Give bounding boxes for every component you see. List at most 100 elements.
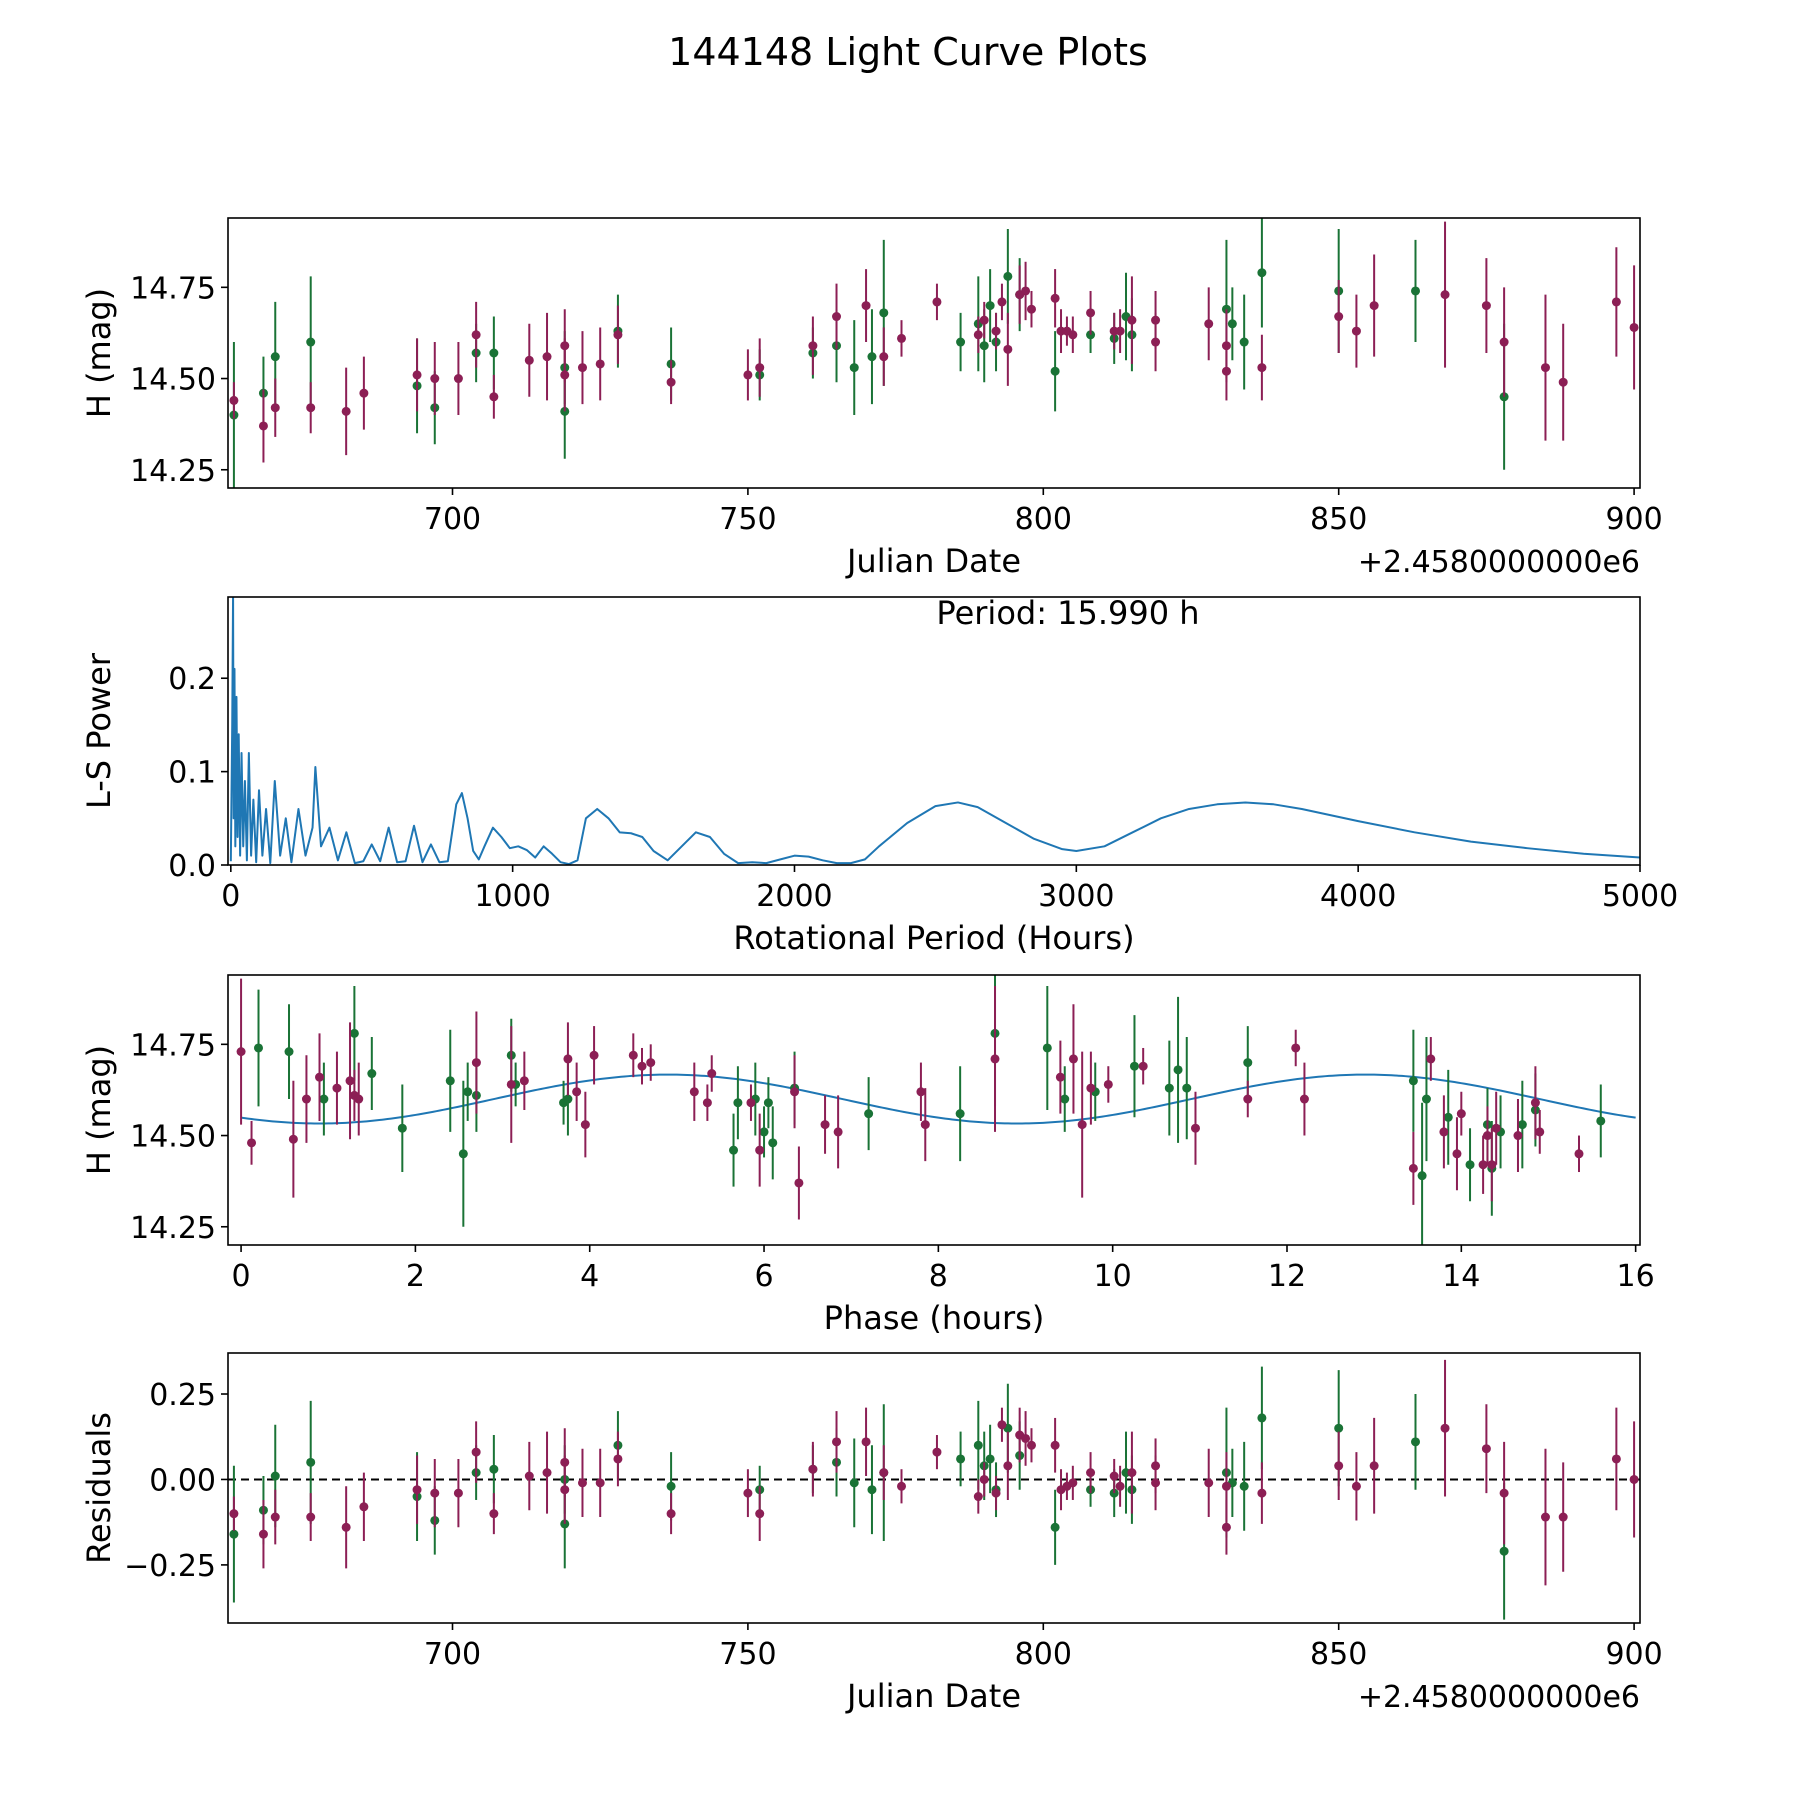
lightcurve-ylabel: H (mag) <box>80 288 118 418</box>
lightcurve-magenta-point <box>666 377 676 387</box>
phased-magenta-point <box>315 1072 325 1082</box>
residuals-magenta-point <box>1611 1454 1621 1464</box>
residuals-magenta-point <box>755 1509 765 1519</box>
lightcurve-green-point <box>879 308 889 318</box>
phased-magenta-point <box>1291 1043 1301 1053</box>
lightcurve-magenta-point <box>1369 301 1379 311</box>
phased-green-point <box>1417 1171 1427 1181</box>
residuals-magenta-point <box>1026 1440 1036 1450</box>
lightcurve-magenta-point <box>1127 315 1137 325</box>
phased-magenta-point <box>345 1076 355 1086</box>
lightcurve-plot-area <box>229 218 1639 488</box>
residuals-magenta-point <box>1050 1440 1060 1450</box>
phased-xtick-label: 4 <box>580 1259 599 1294</box>
phased-magenta-point <box>790 1087 800 1097</box>
phased-magenta-point <box>1535 1127 1545 1137</box>
residuals-panel: 700 750 800 850 900 −0.25 0.00 0.25 Julian Date R… <box>80 1352 1663 1715</box>
residuals-magenta-point <box>997 1420 1007 1430</box>
residuals-xtick-label: 750 <box>719 1637 776 1672</box>
phased-xtick-label: 2 <box>406 1259 425 1294</box>
phased-magenta-point <box>519 1076 529 1086</box>
residuals-magenta-point <box>1257 1488 1267 1498</box>
lightcurve-magenta-point <box>979 315 989 325</box>
phased-magenta-point <box>236 1047 246 1057</box>
residuals-magenta-point <box>932 1447 942 1457</box>
lightcurve-green-point <box>1050 366 1060 376</box>
lightcurve-magenta-point <box>1351 326 1361 336</box>
phased-green-point <box>563 1094 573 1104</box>
residuals-magenta-point <box>1003 1461 1013 1471</box>
residuals-magenta-point <box>613 1454 623 1464</box>
phased-magenta-point <box>1439 1127 1449 1137</box>
phased-green-point <box>759 1127 769 1137</box>
periodogram-xtick-label: 3000 <box>1038 879 1114 914</box>
periodogram-ylabel: L-S Power <box>80 652 118 809</box>
phased-green-point <box>397 1123 407 1133</box>
figure-title: 144148 Light Curve Plots <box>668 30 1148 74</box>
phased-magenta-point <box>1530 1098 1540 1108</box>
lightcurve-ytick-label: 14.75 <box>130 271 216 306</box>
lightcurve-magenta-point <box>524 355 534 365</box>
residuals-xtick-label: 900 <box>1605 1637 1662 1672</box>
phased-green-point <box>864 1109 874 1119</box>
phased-green-point <box>1042 1043 1052 1053</box>
residuals-magenta-point <box>1558 1512 1568 1522</box>
periodogram-period-annotation: Period: 15.990 h <box>936 594 1199 632</box>
residuals-green-point <box>985 1454 995 1464</box>
lightcurve-green-point <box>956 337 966 347</box>
lightcurve-magenta-point <box>1003 344 1013 354</box>
residuals-green-point <box>867 1485 877 1495</box>
lightcurve-magenta-point <box>1611 297 1621 307</box>
residuals-xlabel: Julian Date <box>845 1677 1021 1715</box>
lightcurve-magenta-point <box>1021 286 1031 296</box>
phased-green-point <box>284 1047 294 1057</box>
residuals-magenta-point <box>1369 1461 1379 1471</box>
phased-magenta-point <box>916 1087 926 1097</box>
lightcurve-ytick-label: 14.50 <box>130 363 216 398</box>
lightcurve-magenta-point <box>1481 301 1491 311</box>
residuals-magenta-point <box>560 1457 570 1467</box>
phased-green-point <box>1443 1112 1453 1122</box>
phased-magenta-point <box>1243 1094 1253 1104</box>
phased-magenta-point <box>1491 1123 1501 1133</box>
phased-xlabel: Phase (hours) <box>824 1299 1045 1337</box>
lightcurve-panel: 700 750 800 850 900 14.25 14.50 14.75 Julian Dat… <box>80 217 1663 580</box>
residuals-magenta-point <box>897 1481 907 1491</box>
residuals-magenta-point <box>832 1437 842 1447</box>
residuals-green-point <box>489 1464 499 1474</box>
phased-magenta-point <box>637 1061 647 1071</box>
residuals-magenta-point <box>1221 1522 1231 1532</box>
residuals-magenta-point <box>341 1522 351 1532</box>
lightcurve-green-point <box>489 348 499 358</box>
lightcurve-green-point <box>270 352 280 362</box>
phased-magenta-point <box>920 1120 930 1130</box>
lightcurve-green-point <box>867 352 877 362</box>
lightcurve-magenta-point <box>1334 312 1344 322</box>
lightcurve-xtick-label: 800 <box>1015 502 1072 537</box>
phased-model-curve <box>240 1073 1636 1125</box>
lightcurve-magenta-point <box>595 359 605 369</box>
lightcurve-magenta-point <box>1257 363 1267 373</box>
lightcurve-magenta-point <box>359 388 369 398</box>
phased-magenta-point <box>1574 1149 1584 1159</box>
phased-magenta-point <box>628 1050 638 1060</box>
residuals-green-point <box>229 1529 239 1539</box>
phased-green-point <box>763 1098 773 1108</box>
phased-magenta-point <box>702 1098 712 1108</box>
phased-magenta-point <box>707 1069 717 1079</box>
lightcurve-magenta-point <box>577 363 587 373</box>
residuals-magenta-point <box>1109 1471 1119 1481</box>
residuals-offset-text: +2.4580000000e6 <box>1358 1680 1640 1715</box>
residuals-green-point <box>849 1478 859 1488</box>
phased-ylabel: H (mag) <box>80 1045 118 1175</box>
phased-magenta-point <box>1426 1054 1436 1064</box>
lightcurve-magenta-point <box>755 363 765 373</box>
residuals-magenta-point <box>430 1488 440 1498</box>
phased-green-point <box>254 1043 264 1053</box>
lightcurve-magenta-point <box>1499 337 1509 347</box>
periodogram-xtick-label: 5000 <box>1602 879 1678 914</box>
lightcurve-magenta-point <box>897 333 907 343</box>
residuals-magenta-point <box>471 1447 481 1457</box>
phased-green-point <box>1596 1116 1606 1126</box>
